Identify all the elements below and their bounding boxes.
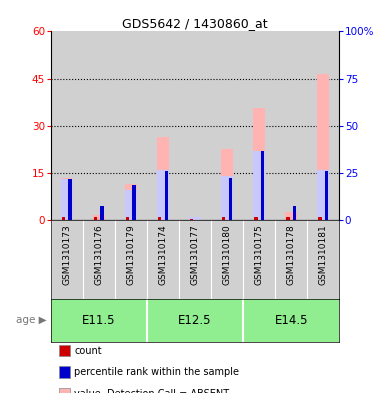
Bar	[133, 185, 136, 220]
Text: GSM1310179: GSM1310179	[126, 224, 135, 285]
Bar	[179, 31, 211, 220]
Bar	[60, 179, 73, 220]
Text: E12.5: E12.5	[178, 314, 212, 327]
Bar	[221, 149, 233, 220]
Bar	[286, 217, 290, 220]
Bar	[93, 215, 105, 220]
Text: E11.5: E11.5	[82, 314, 115, 327]
Bar	[307, 31, 339, 220]
Bar	[243, 31, 275, 220]
Bar	[157, 137, 169, 220]
Bar	[189, 217, 201, 220]
Bar	[253, 151, 265, 220]
Bar	[229, 178, 232, 220]
Bar	[83, 31, 115, 220]
Text: GSM1310174: GSM1310174	[158, 224, 167, 285]
Bar	[60, 178, 73, 220]
Bar	[319, 217, 322, 220]
Bar	[317, 170, 330, 220]
Text: GSM1310178: GSM1310178	[287, 224, 296, 285]
Bar	[100, 206, 104, 220]
Bar	[158, 217, 161, 220]
Bar	[189, 217, 201, 220]
Bar	[157, 170, 169, 220]
Bar	[165, 171, 168, 220]
Bar	[68, 179, 71, 220]
Bar	[211, 31, 243, 220]
Bar	[293, 206, 296, 220]
Bar	[125, 190, 137, 220]
Bar	[285, 212, 297, 220]
Text: percentile rank within the sample: percentile rank within the sample	[74, 367, 239, 377]
Bar	[125, 184, 137, 220]
Bar	[254, 217, 257, 220]
Bar	[51, 31, 83, 220]
Bar	[126, 217, 129, 220]
Bar	[261, 151, 264, 220]
Text: GSM1310181: GSM1310181	[319, 224, 328, 285]
Bar	[221, 176, 233, 220]
Text: count: count	[74, 345, 102, 356]
Text: GSM1310173: GSM1310173	[62, 224, 71, 285]
Text: GSM1310177: GSM1310177	[190, 224, 200, 285]
Text: GSM1310175: GSM1310175	[255, 224, 264, 285]
Bar	[253, 108, 265, 220]
Bar	[222, 217, 225, 220]
Bar	[115, 31, 147, 220]
Text: value, Detection Call = ABSENT: value, Detection Call = ABSENT	[74, 389, 229, 393]
Text: GSM1310176: GSM1310176	[94, 224, 103, 285]
Bar	[275, 31, 307, 220]
Bar	[62, 217, 65, 220]
Text: E14.5: E14.5	[275, 314, 308, 327]
Title: GDS5642 / 1430860_at: GDS5642 / 1430860_at	[122, 17, 268, 30]
Bar	[147, 31, 179, 220]
Bar	[325, 171, 328, 220]
Bar	[51, 299, 147, 342]
Text: age ▶: age ▶	[16, 315, 47, 325]
Bar	[147, 299, 243, 342]
Bar	[317, 74, 330, 220]
Bar	[94, 217, 97, 220]
Bar	[190, 219, 193, 220]
Text: GSM1310180: GSM1310180	[223, 224, 232, 285]
Bar	[243, 299, 339, 342]
